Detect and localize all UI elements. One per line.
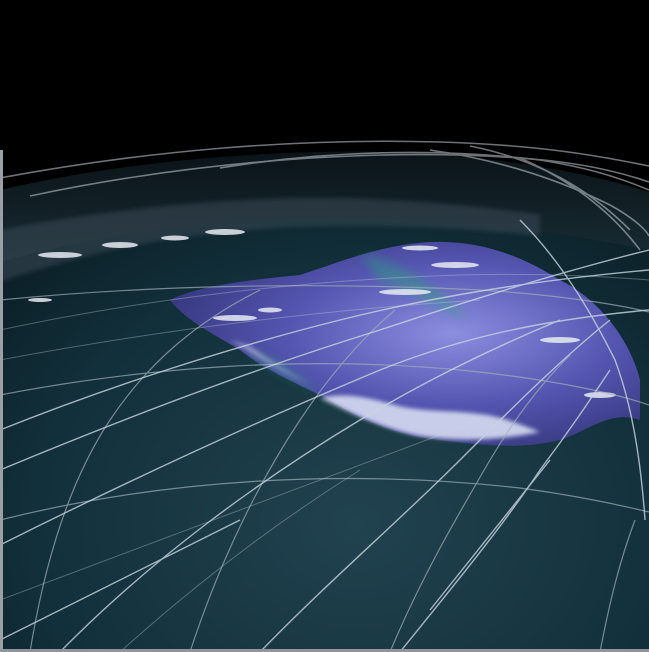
image-bottom-edge bbox=[0, 649, 649, 652]
bright-land-region bbox=[320, 395, 540, 440]
image-left-edge bbox=[0, 150, 3, 652]
orbit-tracks bbox=[0, 219, 649, 652]
teal-glow-west bbox=[250, 350, 320, 392]
upper-orbit-arcs bbox=[0, 140, 649, 251]
coordinate-grid bbox=[0, 285, 649, 652]
faint-orbit-tracks bbox=[0, 273, 649, 652]
globe-body bbox=[0, 151, 649, 652]
cloud-band bbox=[0, 197, 540, 282]
